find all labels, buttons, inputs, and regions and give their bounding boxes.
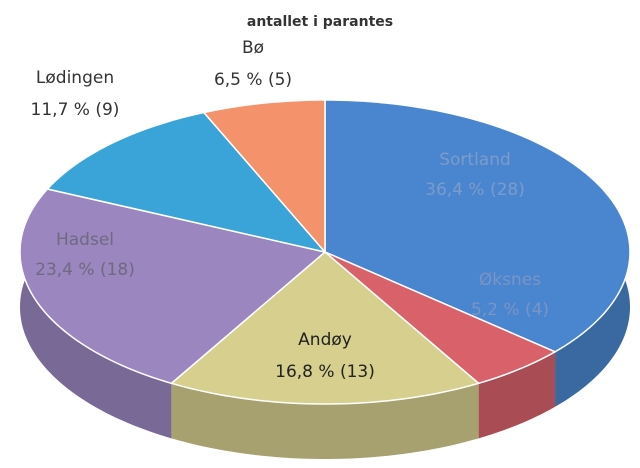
slice-value-label: 11,7 % (9) bbox=[31, 100, 120, 120]
slice bbox=[324, 99, 631, 353]
slice-label: Andøy bbox=[298, 330, 352, 350]
slice-value-label: 36,4 % (28) bbox=[425, 180, 525, 200]
slice-value-label: 5,2 % (4) bbox=[471, 300, 549, 320]
slice-side bbox=[478, 351, 556, 439]
slice-value-label: 16,8 % (13) bbox=[275, 362, 375, 382]
slice-side bbox=[171, 383, 479, 459]
chart-subtitle: antallet i parantes bbox=[247, 14, 393, 30]
slice-label: Øksnes bbox=[479, 270, 541, 290]
slice bbox=[169, 251, 481, 405]
slice-value-label: 23,4 % (18) bbox=[35, 260, 135, 280]
slice-label: Hadsel bbox=[56, 230, 114, 250]
slice-label: Bø bbox=[242, 38, 264, 58]
slice-value-label: 6,5 % (5) bbox=[214, 70, 292, 90]
pie-tops bbox=[19, 99, 631, 405]
slice bbox=[324, 251, 557, 385]
slice-side bbox=[20, 189, 172, 439]
slice bbox=[45, 111, 328, 254]
slice-label: Lødingen bbox=[36, 68, 114, 88]
slice bbox=[19, 188, 327, 385]
slice-label: Sortland bbox=[439, 150, 511, 170]
slice bbox=[202, 99, 326, 255]
